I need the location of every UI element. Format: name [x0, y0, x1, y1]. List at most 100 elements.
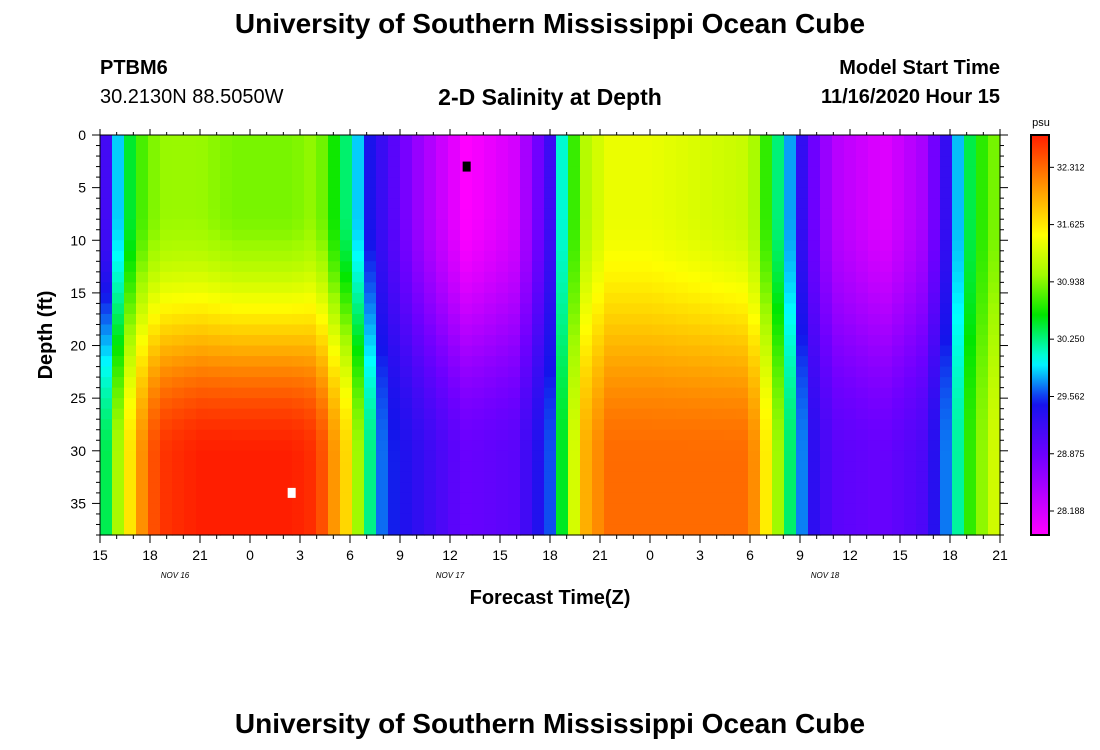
heatmap-cell: [388, 398, 401, 410]
heatmap-cell: [904, 524, 917, 536]
heatmap-cell: [904, 429, 917, 441]
heatmap-cell: [820, 429, 833, 441]
heatmap-cell: [352, 408, 365, 420]
heatmap-cell: [376, 229, 389, 241]
heatmap-cell: [148, 187, 161, 199]
heatmap-cell: [964, 177, 977, 189]
heatmap-cell: [580, 219, 593, 231]
heatmap-cell: [748, 187, 761, 199]
y-tick-label: 20: [70, 338, 86, 354]
heatmap-cell: [352, 429, 365, 441]
heatmap-cell: [148, 366, 161, 378]
heatmap-cell: [364, 219, 377, 231]
heatmap-cell: [772, 156, 785, 168]
heatmap-cell: [628, 408, 641, 420]
heatmap-cell: [244, 335, 257, 347]
heatmap-cell: [256, 324, 269, 336]
heatmap-cell: [352, 482, 365, 494]
heatmap-cell: [568, 292, 581, 305]
heatmap-cell: [232, 177, 245, 189]
heatmap-cell: [124, 292, 137, 305]
heatmap-cell: [208, 513, 221, 526]
heatmap-cell: [592, 471, 605, 483]
heatmap-cell: [124, 524, 137, 536]
heatmap-cell: [376, 324, 389, 336]
heatmap-cell: [400, 303, 413, 315]
heatmap-cell: [520, 461, 533, 473]
x-date-label: NOV 18: [811, 571, 840, 580]
heatmap-cell: [544, 187, 557, 199]
heatmap-cell: [952, 156, 965, 168]
heatmap-cell: [136, 377, 149, 389]
heatmap-cell: [700, 440, 713, 452]
heatmap-cell: [496, 282, 509, 294]
heatmap-cell: [736, 471, 749, 483]
heatmap-cell: [112, 198, 125, 210]
heatmap-cell: [556, 135, 569, 147]
heatmap-cell: [364, 271, 377, 283]
heatmap-cell: [904, 471, 917, 483]
heatmap-cell: [904, 261, 917, 273]
heatmap-cell: [988, 303, 1001, 315]
heatmap-cell: [460, 345, 473, 357]
heatmap-cell: [424, 240, 437, 252]
heatmap-cell: [952, 313, 965, 326]
heatmap-cell: [568, 282, 581, 294]
heatmap-cell: [532, 419, 545, 431]
heatmap-cell: [556, 198, 569, 210]
heatmap-cell: [796, 208, 809, 220]
heatmap-cell: [808, 177, 821, 189]
heatmap-cell: [124, 145, 137, 157]
heatmap-cell: [928, 398, 941, 410]
heatmap-cell: [328, 271, 341, 283]
heatmap-cell: [844, 271, 857, 283]
heatmap-cell: [508, 324, 521, 336]
heatmap-cell: [928, 219, 941, 231]
heatmap-cell: [580, 440, 593, 452]
heatmap-cell: [592, 482, 605, 494]
heatmap-cell: [628, 208, 641, 220]
heatmap-cell: [484, 324, 497, 336]
heatmap-cell: [628, 492, 641, 505]
heatmap-cell: [232, 398, 245, 410]
heatmap-cell: [520, 324, 533, 336]
heatmap-cell: [724, 156, 737, 168]
heatmap-cell: [460, 492, 473, 505]
heatmap-cell: [484, 450, 497, 462]
heatmap-cell: [808, 208, 821, 220]
heatmap-cell: [280, 313, 293, 326]
heatmap-cell: [376, 145, 389, 157]
heatmap-cell: [268, 492, 281, 505]
heatmap-cell: [760, 271, 773, 283]
heatmap-cell: [412, 219, 425, 231]
heatmap-cell: [184, 419, 197, 431]
heatmap-cell: [268, 356, 281, 368]
heatmap-cell: [760, 398, 773, 410]
heatmap-cell: [688, 482, 701, 494]
heatmap-cell: [760, 313, 773, 326]
heatmap-cell: [832, 145, 845, 157]
heatmap-cell: [916, 250, 929, 262]
heatmap-cell: [148, 524, 161, 536]
heatmap-cell: [172, 513, 185, 526]
heatmap-cell: [136, 482, 149, 494]
heatmap-cell: [424, 271, 437, 283]
heatmap-cell: [652, 187, 665, 199]
heatmap-cell: [940, 313, 953, 326]
heatmap-cell: [316, 398, 329, 410]
heatmap-cell: [352, 335, 365, 347]
heatmap-cell: [604, 450, 617, 462]
heatmap-cell: [892, 377, 905, 389]
heatmap-cell: [328, 398, 341, 410]
colorbar-tick-label: 32.312: [1057, 162, 1085, 172]
heatmap-cell: [796, 461, 809, 473]
heatmap-cell: [508, 482, 521, 494]
heatmap-cell: [820, 398, 833, 410]
heatmap-cell: [196, 187, 209, 199]
heatmap-cell: [232, 440, 245, 452]
heatmap-cell: [412, 208, 425, 220]
heatmap-cell: [544, 366, 557, 378]
heatmap-cell: [832, 335, 845, 347]
heatmap-cell: [952, 219, 965, 231]
heatmap-cell: [976, 229, 989, 241]
